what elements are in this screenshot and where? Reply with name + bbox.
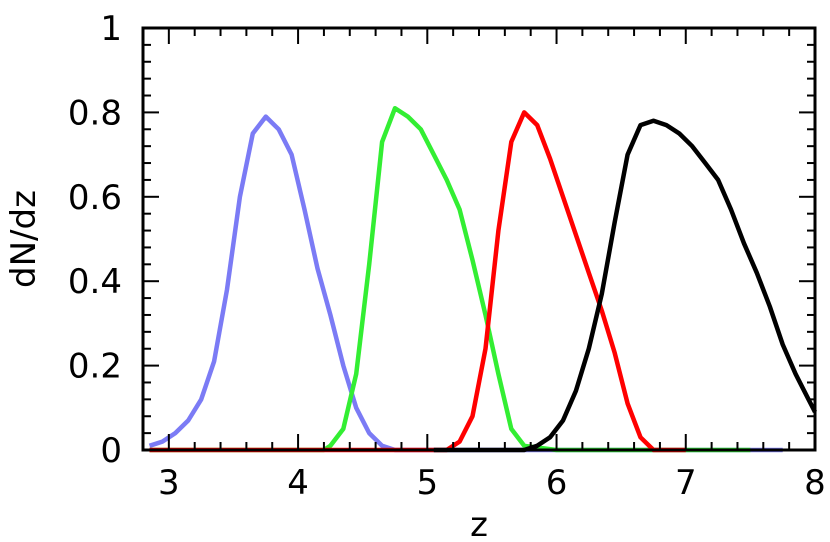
tick-labels-layer: 3 4 5 6 7 8 0 0.2 0.4 0.6 0.8 1	[68, 9, 826, 503]
x-tick-label: 3	[158, 463, 180, 503]
series-line-1	[148, 114, 783, 453]
x-tick-label: 7	[675, 463, 697, 503]
y-tick-label: 0.6	[68, 178, 122, 218]
x-tick-label: 6	[546, 463, 568, 503]
series-layer	[148, 105, 817, 453]
series-line-4	[433, 118, 817, 453]
x-tick-label: 4	[287, 463, 309, 503]
y-tick-label: 0	[100, 431, 122, 471]
series-line-2	[149, 105, 751, 453]
y-tick-label: 0.2	[68, 347, 122, 387]
y-tick-label: 0.8	[68, 93, 122, 133]
y-tick-label: 1	[100, 9, 122, 49]
y-axis-label: dN/dz	[4, 190, 44, 288]
y-tick-label: 0.4	[68, 262, 122, 302]
x-axis-label: z	[470, 505, 488, 542]
x-tick-label: 5	[416, 463, 438, 503]
ticks-layer	[143, 27, 816, 451]
x-tick-label: 8	[804, 463, 826, 503]
